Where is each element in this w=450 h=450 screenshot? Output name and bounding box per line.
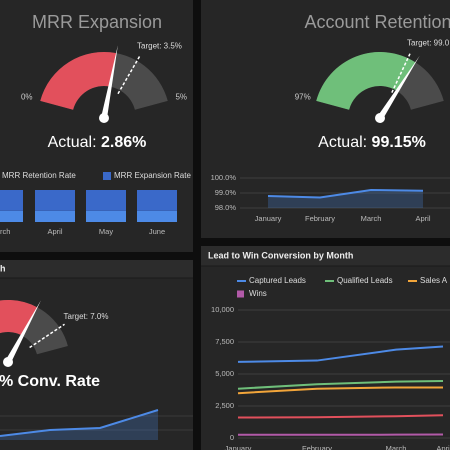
- legend-label: MRR Retention Rate: [2, 171, 76, 180]
- bar: [35, 190, 75, 211]
- gauge-target-label: Target: 7.0%: [64, 312, 109, 321]
- x-tick-label: January: [225, 444, 252, 450]
- line: [237, 386, 443, 395]
- gauge-fill: [40, 51, 117, 110]
- gauge-actual: Actual: 99.15%: [318, 134, 426, 151]
- legend-swatch: [103, 172, 111, 180]
- y-tick-label: 99.0%: [215, 188, 237, 197]
- x-tick-label: April: [47, 227, 62, 236]
- x-tick-label: rch: [0, 227, 10, 236]
- x-tick-label: May: [99, 227, 113, 236]
- y-tick-label: 100.0%: [211, 173, 237, 182]
- gauge-min-label: 97%: [295, 92, 311, 101]
- gauge-needle: [5, 300, 41, 364]
- gauge-actual: % Conv. Rate: [0, 373, 100, 390]
- line: [267, 188, 424, 199]
- y-tick-label: 2,500: [215, 401, 234, 410]
- line: [237, 380, 444, 390]
- gauge-actual-label: Actual:: [48, 134, 97, 151]
- panel-title: MRR Expansion: [32, 12, 162, 32]
- legend-label: Sales A: [420, 276, 448, 285]
- legend-label: MRR Expansion Rate: [114, 171, 191, 180]
- area: [268, 190, 423, 208]
- x-tick-label: February: [305, 214, 335, 223]
- x-tick-label: Apri: [436, 444, 450, 450]
- line: [0, 409, 159, 437]
- gauge-actual-value: % Conv. Rate: [0, 373, 100, 390]
- x-tick-label: January: [255, 214, 282, 223]
- legend-swatch: [237, 290, 244, 298]
- legend-label: Qualified Leads: [337, 276, 393, 285]
- bar: [0, 210, 23, 222]
- y-tick-label: 10,000: [211, 305, 234, 314]
- x-tick-label: April: [415, 214, 430, 223]
- gauge-actual: Actual: 2.86%: [48, 134, 147, 151]
- bar: [86, 190, 126, 211]
- gauge-max-label: 5%: [175, 92, 187, 101]
- panel-title: Lead to Win Conversion by Month: [208, 250, 353, 260]
- panel-header: [0, 260, 193, 278]
- gauge-actual-value: 99.15%: [372, 134, 426, 151]
- legend-label: Wins: [249, 289, 267, 298]
- line: [237, 414, 444, 419]
- bar: [35, 210, 75, 222]
- bar: [86, 210, 126, 222]
- gauge-pivot: [375, 113, 385, 123]
- gauge-target: [29, 323, 65, 349]
- y-tick-label: 5,000: [215, 369, 234, 378]
- panel: [201, 0, 450, 238]
- panel: [0, 260, 193, 450]
- gauge-pivot: [3, 357, 13, 367]
- bar: [137, 210, 177, 222]
- panel-title: Account Retention: [304, 12, 450, 32]
- panel-title: h: [0, 263, 6, 273]
- bar: [0, 190, 23, 211]
- x-tick-label: March: [361, 214, 382, 223]
- x-tick-label: March: [386, 444, 407, 450]
- gauge-actual-value: 2.86%: [101, 134, 146, 151]
- x-tick-label: February: [302, 444, 332, 450]
- x-tick-label: June: [149, 227, 165, 236]
- line: [237, 345, 444, 363]
- gauge-fill: [316, 52, 416, 110]
- y-tick-label: 7,500: [215, 337, 234, 346]
- gauge-target: [391, 52, 412, 93]
- y-tick-label: 98.0%: [215, 203, 237, 212]
- gauge-needle: [101, 45, 118, 119]
- gauge-target-label: Target: 3.5%: [137, 42, 182, 51]
- gauge-fill: [0, 300, 38, 336]
- y-tick-label: 0: [230, 433, 234, 442]
- gauge-actual-label: Actual:: [318, 134, 367, 151]
- area: [0, 410, 158, 440]
- panel-header: [201, 246, 450, 266]
- bar: [137, 190, 177, 211]
- gauge-target-label: Target: 99.0: [407, 38, 450, 47]
- gauge-pivot: [99, 113, 109, 123]
- legend-label: Captured Leads: [249, 276, 306, 285]
- gauge-needle: [377, 55, 420, 120]
- gauge-target: [117, 55, 141, 95]
- gauge-min-label: 0%: [21, 92, 33, 101]
